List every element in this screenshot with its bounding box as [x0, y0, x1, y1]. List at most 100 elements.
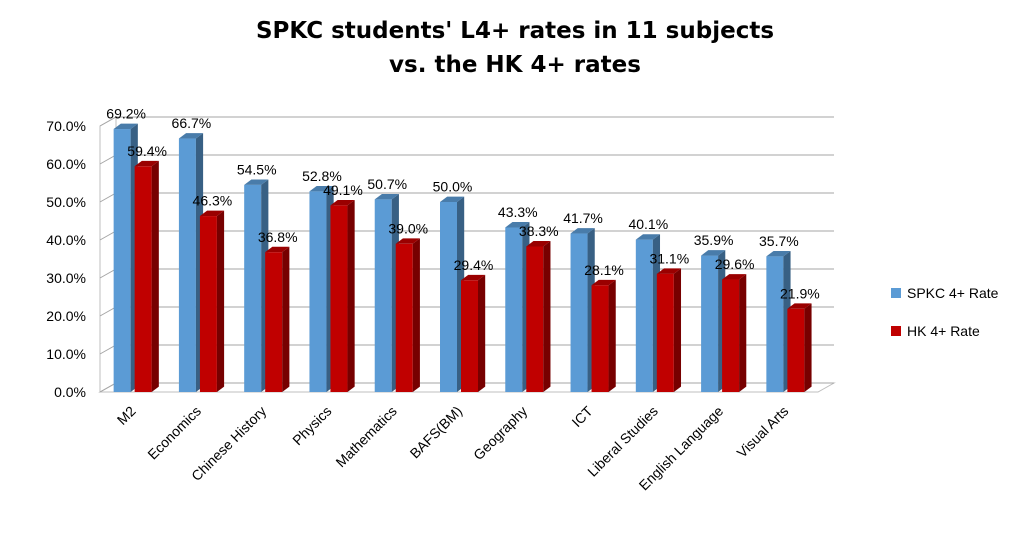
- gridline: [99, 154, 834, 165]
- bar-side: [216, 210, 225, 392]
- data-label: 54.5%: [237, 162, 277, 178]
- bar: [199, 210, 225, 392]
- y-tick-label: 30.0%: [46, 270, 86, 286]
- x-tick-label: Geography: [470, 403, 530, 463]
- bar-side: [151, 160, 159, 392]
- bar-top: [526, 241, 551, 247]
- bar-top: [199, 210, 225, 217]
- bar-front: [656, 273, 674, 392]
- bar-front: [374, 199, 392, 392]
- chart-title: SPKC students' L4+ rates in 11 subjects …: [120, 14, 910, 82]
- bar-front: [722, 279, 740, 392]
- bar-top: [330, 200, 355, 206]
- bar-side: [478, 274, 486, 392]
- bar-side: [608, 279, 616, 392]
- bar-front: [440, 202, 457, 392]
- bar-front: [461, 280, 478, 392]
- bar-front: [570, 233, 588, 392]
- bar-top: [134, 160, 159, 167]
- data-label: 69.2%: [106, 106, 146, 122]
- bar-front: [635, 239, 653, 392]
- legend-swatch: [891, 288, 901, 298]
- data-label: 43.3%: [498, 204, 538, 220]
- y-tick-label: 20.0%: [46, 308, 86, 324]
- data-label: 35.9%: [694, 232, 734, 248]
- data-label: 46.3%: [193, 193, 233, 209]
- bar: [461, 274, 486, 392]
- bar-top: [440, 196, 465, 202]
- data-label: 29.6%: [715, 256, 755, 272]
- bar: [722, 274, 747, 392]
- data-label: 66.7%: [172, 115, 212, 131]
- legend: SPKC 4+ Rate HK 4+ Rate: [891, 285, 999, 339]
- bar-front: [265, 252, 283, 392]
- bar-top: [374, 193, 399, 200]
- data-label: 41.7%: [563, 210, 603, 226]
- bar-front: [178, 138, 196, 392]
- x-tick-label: Physics: [289, 403, 334, 448]
- x-tick-label: ICT: [568, 402, 596, 430]
- y-tick-label: 50.0%: [46, 194, 86, 210]
- y-tick-label: 40.0%: [46, 232, 86, 248]
- bar-front: [244, 184, 262, 392]
- bar: [330, 200, 355, 392]
- side-wall: [99, 116, 117, 393]
- bar-front: [766, 256, 784, 392]
- bar-side: [543, 241, 551, 392]
- gridline: [99, 116, 834, 127]
- bar-top: [505, 222, 530, 228]
- chart-title-line2: vs. the HK 4+ rates: [389, 52, 641, 78]
- bar: [440, 196, 465, 392]
- bar-front: [526, 246, 544, 392]
- bar-top: [113, 123, 138, 130]
- legend-label: SPKC 4+ Rate: [907, 285, 999, 301]
- bar-side: [282, 246, 290, 392]
- y-axis: 0.0% 10.0% 20.0% 30.0% 40.0% 50.0% 60.0% 70.0%: [46, 118, 86, 400]
- chart-title-line1: SPKC students' L4+ rates in 11 subjects: [255, 18, 775, 44]
- data-label: 38.3%: [519, 223, 559, 239]
- data-label: 59.4%: [127, 143, 167, 159]
- data-label: 49.1%: [323, 182, 363, 198]
- bar-top: [461, 274, 486, 281]
- data-label: 29.4%: [454, 257, 494, 273]
- bar: [265, 246, 290, 392]
- bar: [395, 238, 420, 392]
- bar: [505, 222, 530, 392]
- bar-side: [673, 268, 682, 392]
- bar: [113, 123, 138, 393]
- legend-label: HK 4+ Rate: [907, 323, 980, 339]
- data-labels: 69.2% 66.7% 54.5% 52.8% 50.7% 50.0% 43.3% 41.7%…: [106, 106, 819, 302]
- bar: [178, 133, 204, 392]
- bar-top: [656, 268, 682, 274]
- x-tick-label: BAFS(BM): [407, 403, 466, 462]
- data-label: 28.1%: [584, 262, 624, 278]
- y-tick-label: 60.0%: [46, 156, 86, 172]
- data-label: 40.1%: [628, 216, 668, 232]
- bar-top: [570, 228, 595, 234]
- bar-top: [722, 274, 747, 280]
- bars: [113, 123, 812, 393]
- bar-top: [787, 303, 812, 309]
- x-tick-label: Mathematics: [332, 403, 399, 470]
- bar-front: [701, 255, 719, 392]
- bar: [656, 268, 682, 392]
- bar-side: [347, 200, 355, 392]
- y-tick-label: 10.0%: [46, 346, 86, 362]
- data-label: 39.0%: [388, 220, 428, 236]
- bar-top: [591, 279, 616, 286]
- data-label: 21.9%: [780, 285, 820, 301]
- x-tick-label: Visual Arts: [734, 403, 792, 461]
- bar-front: [309, 191, 327, 392]
- bar-top: [395, 238, 420, 244]
- bar: [244, 179, 269, 392]
- bar-front: [505, 227, 523, 392]
- legend-item: SPKC 4+ Rate: [891, 285, 999, 301]
- bar: [766, 250, 791, 392]
- bar-top: [766, 250, 791, 257]
- bar-top: [635, 234, 661, 240]
- bar-side: [412, 238, 420, 392]
- data-label: 52.8%: [302, 168, 342, 184]
- data-label: 50.0%: [433, 179, 473, 195]
